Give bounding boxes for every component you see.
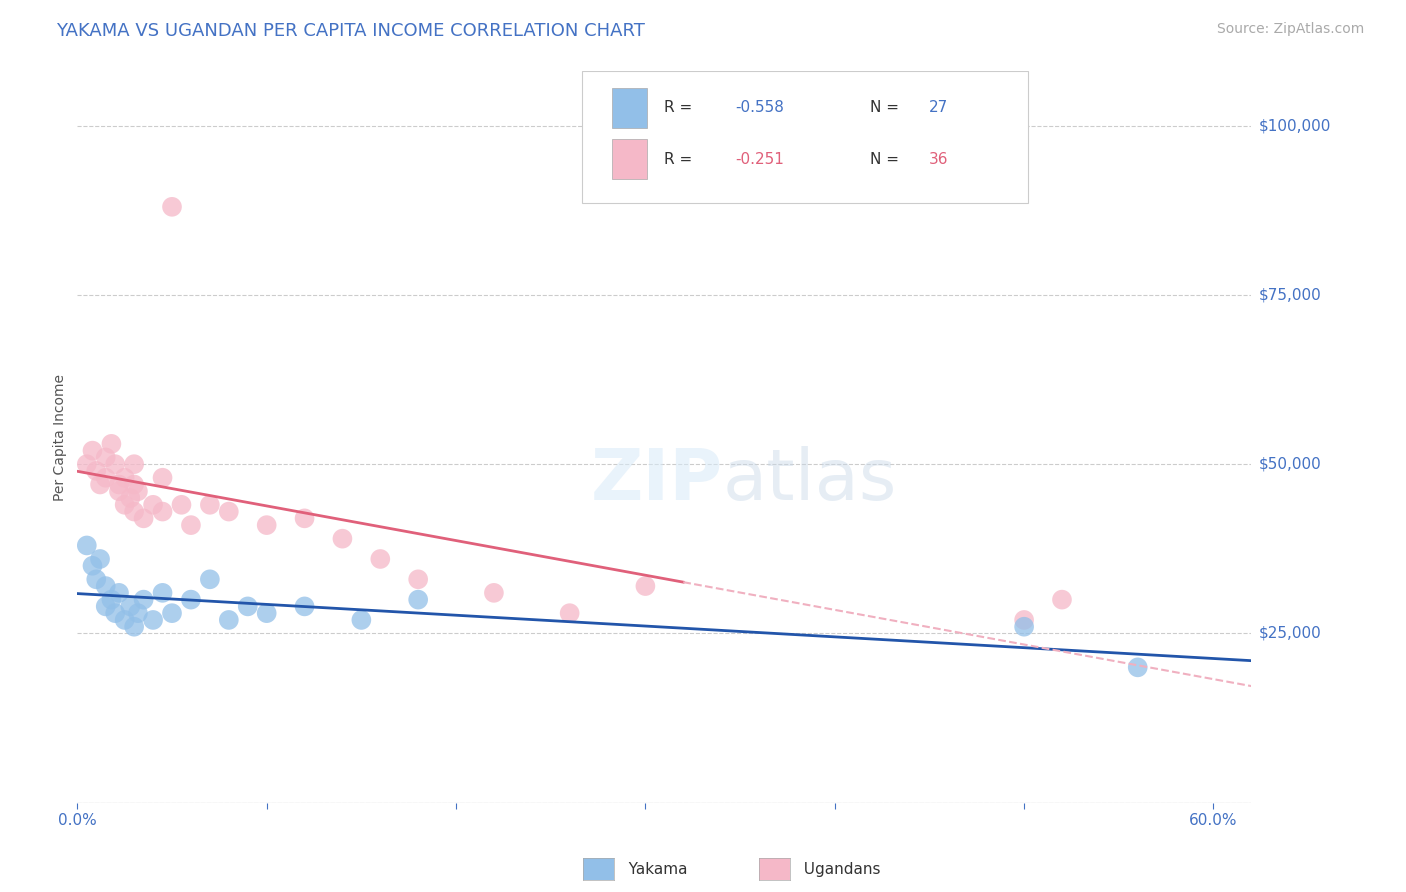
Point: [294, 599, 316, 614]
Bar: [612, 87, 647, 128]
Y-axis label: Per Capita Income: Per Capita Income: [53, 374, 67, 500]
Point: [152, 471, 174, 485]
Point: [152, 505, 174, 519]
Point: [218, 613, 240, 627]
Point: [94, 579, 117, 593]
Point: [89, 477, 111, 491]
Text: Source: ZipAtlas.com: Source: ZipAtlas.com: [1216, 22, 1364, 37]
Point: [558, 606, 581, 620]
Point: [108, 484, 131, 499]
Text: $25,000: $25,000: [1258, 626, 1322, 641]
Point: [82, 443, 104, 458]
Point: [76, 538, 98, 552]
Point: [160, 200, 183, 214]
Bar: [612, 139, 647, 179]
Text: N =: N =: [870, 101, 898, 115]
Point: [100, 437, 122, 451]
Point: [406, 572, 429, 586]
Point: [122, 477, 145, 491]
Point: [84, 572, 107, 586]
Text: $50,000: $50,000: [1258, 457, 1322, 472]
Point: [114, 613, 136, 627]
Point: [256, 518, 278, 533]
Point: [132, 511, 155, 525]
Point: [256, 606, 278, 620]
Point: [482, 586, 505, 600]
Point: [108, 477, 131, 491]
Point: [236, 599, 259, 614]
Point: [350, 613, 373, 627]
Point: [120, 491, 142, 505]
FancyBboxPatch shape: [582, 71, 1028, 203]
Text: 36: 36: [928, 152, 948, 167]
Point: [76, 457, 98, 471]
Text: $100,000: $100,000: [1258, 118, 1330, 133]
Point: [84, 464, 107, 478]
Point: [634, 579, 657, 593]
Point: [122, 620, 145, 634]
Text: atlas: atlas: [723, 447, 897, 516]
Point: [170, 498, 193, 512]
Text: N =: N =: [870, 152, 898, 167]
Point: [132, 592, 155, 607]
Point: [122, 457, 145, 471]
Point: [82, 558, 104, 573]
Point: [122, 505, 145, 519]
Point: [152, 586, 174, 600]
Text: R =: R =: [665, 101, 693, 115]
Text: ZIP: ZIP: [591, 447, 723, 516]
Text: Yakama: Yakama: [619, 863, 688, 877]
Point: [180, 518, 202, 533]
Point: [218, 505, 240, 519]
Text: Ugandans: Ugandans: [794, 863, 882, 877]
Point: [114, 498, 136, 512]
Point: [198, 572, 221, 586]
Point: [294, 511, 316, 525]
Text: -0.558: -0.558: [735, 101, 783, 115]
Point: [142, 613, 165, 627]
Point: [89, 552, 111, 566]
Point: [1050, 592, 1073, 607]
Text: 27: 27: [928, 101, 948, 115]
Point: [180, 592, 202, 607]
Point: [120, 599, 142, 614]
Point: [198, 498, 221, 512]
Point: [108, 586, 131, 600]
Point: [406, 592, 429, 607]
Point: [160, 606, 183, 620]
Point: [104, 606, 127, 620]
Point: [94, 450, 117, 465]
Point: [1012, 620, 1035, 634]
Point: [1012, 613, 1035, 627]
Text: -0.251: -0.251: [735, 152, 783, 167]
Text: YAKAMA VS UGANDAN PER CAPITA INCOME CORRELATION CHART: YAKAMA VS UGANDAN PER CAPITA INCOME CORR…: [56, 22, 645, 40]
Point: [100, 592, 122, 607]
Point: [142, 498, 165, 512]
Point: [104, 457, 127, 471]
Point: [94, 471, 117, 485]
Point: [1126, 660, 1149, 674]
Point: [114, 471, 136, 485]
Point: [368, 552, 391, 566]
Point: [332, 532, 354, 546]
Text: $75,000: $75,000: [1258, 287, 1322, 302]
Point: [94, 599, 117, 614]
Point: [127, 606, 149, 620]
Point: [127, 484, 149, 499]
Text: R =: R =: [665, 152, 693, 167]
